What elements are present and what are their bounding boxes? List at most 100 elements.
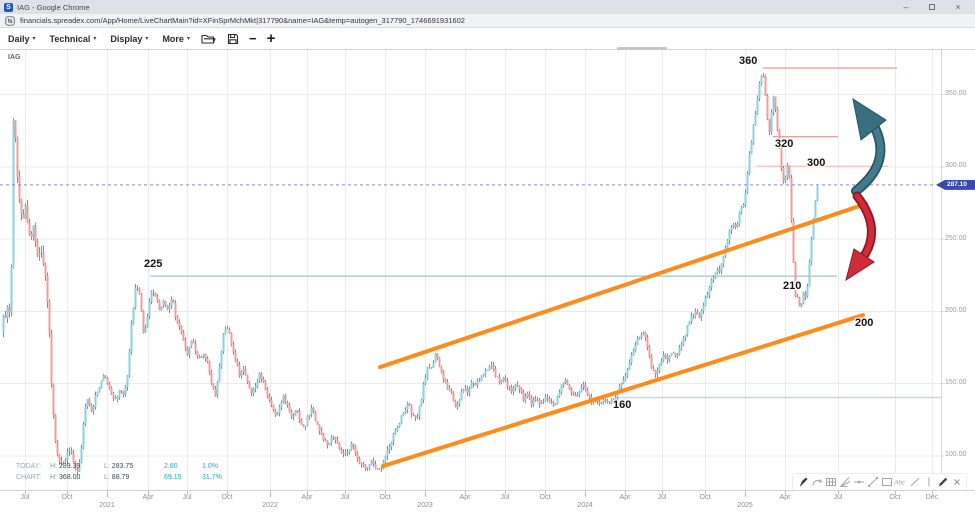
redo-arrow-icon[interactable] [810,475,823,489]
date-axis-tick [705,491,706,495]
url-text[interactable]: financials.spreadex.com/App/Home/LiveCha… [20,16,465,25]
date-axis-tick [385,491,386,495]
level-annotation-200: 200 [855,317,874,329]
zoom-in-button[interactable]: + [266,29,276,47]
date-axis-tick [148,491,149,495]
date-axis-tick [505,491,506,495]
date-axis-tick [307,491,308,495]
chart-label: CHART: [16,473,42,481]
today-low-value: 283.75 [111,463,134,470]
chart-low-value: 88.79 [111,473,130,481]
menu-daily[interactable]: Daily ▾ [8,34,36,44]
date-axis-label: Jul [20,494,30,501]
candlestick-chart[interactable] [0,50,975,490]
date-axis-label: Jul [833,494,843,501]
menu-display[interactable]: Display ▾ [110,34,148,44]
date-axis-tick [67,491,68,495]
date-axis-label: Dec [925,494,939,501]
date-axis-year-label: 2021 [99,502,115,509]
close-button[interactable]: × [955,2,961,12]
date-axis-label: Oct [379,494,391,501]
trendline-icon[interactable] [866,475,879,489]
chevron-down-icon: ▾ [186,36,190,42]
text-icon[interactable]: Abc [894,475,907,489]
save-button[interactable] [227,33,239,45]
vertical-line-icon[interactable] [922,475,935,489]
chart-low-label: L: [104,473,110,481]
date-axis-tick [785,491,786,495]
chart-symbol-watermark: IAG [8,54,21,61]
drawing-toolbar: Abc [792,473,967,491]
today-stats-row: TODAY: H: 289.39 L: 283.75 2.80 1.0% [16,462,242,473]
window-titlebar: S IAG - Google Chrome – × [0,0,975,14]
date-axis-label: Apr [619,494,631,501]
date-axis: Jul Oct 2021 Apr Jul Oct 2022 Apr Jul Oct 2023 Apr J… [0,490,975,519]
date-axis-tick [227,491,228,495]
today-high-value: 289.39 [58,463,81,470]
date-axis-label: Oct [889,494,901,501]
date-axis-label: Apr [459,494,471,501]
chart-scrollbar-thumb[interactable] [617,47,667,50]
date-axis-label: Jul [340,494,350,501]
date-axis-tick [585,491,586,497]
zoom-out-button[interactable]: − [248,30,257,46]
trend-angles-icon[interactable] [838,475,851,489]
diagonal-line-icon[interactable] [908,475,921,489]
menu-label: Daily [8,33,30,44]
date-axis-tick [745,491,746,497]
pencil-icon[interactable] [936,475,949,489]
date-axis-year-label: 2024 [577,502,593,509]
pointer-pen-icon[interactable] [796,475,809,489]
address-bar[interactable]: financials.spreadex.com/App/Home/LiveCha… [0,14,975,28]
today-high-label: H: [50,463,57,470]
date-axis-label: Oct [61,494,73,501]
date-axis-label: Apr [301,494,313,501]
date-axis-tick [932,491,933,495]
price-axis-label: 300.00 [945,162,967,170]
level-annotation-225: 225 [144,258,163,270]
chart-high-value: 368.00 [58,473,81,481]
chart-stats-row: CHART: H: 368.00 L: 88.79 69.15 31.7% [16,473,242,484]
chart-change-pct: 31.7% [202,473,222,481]
chevron-down-icon: ▾ [93,36,97,42]
date-axis-label: Jul [500,494,510,501]
horizontal-line-icon[interactable] [852,475,865,489]
grid-icon[interactable] [824,475,837,489]
chart-area[interactable]: IAG 360 320 300 225 210 200 160 350.00 300.00 25… [0,50,975,491]
spreadex-logo-icon: S [4,2,13,12]
date-axis-tick [187,491,188,495]
date-axis-label: Apr [779,494,791,501]
date-axis-label: Jul [657,494,667,501]
date-axis-label: Jul [182,494,192,501]
open-folder-icon [201,34,216,44]
price-axis-label: 350.00 [945,90,967,97]
level-annotation-300: 300 [807,157,826,169]
date-axis-label: Oct [699,494,711,501]
date-axis-tick [270,491,271,497]
menu-label: Display [110,33,143,44]
today-low-label: L: [104,463,110,470]
close-icon[interactable] [950,475,963,489]
minimize-button[interactable]: – [903,2,909,12]
menu-technical[interactable]: Technical ▾ [50,34,97,44]
rectangle-icon[interactable] [880,475,893,489]
today-change-value: 2.80 [164,463,178,470]
menu-more[interactable]: More ▾ [162,34,190,44]
chevron-down-icon: ▾ [145,36,149,42]
save-icon [227,33,239,44]
date-axis-tick [625,491,626,495]
price-axis-label: 150.00 [945,379,967,386]
date-axis-tick [107,491,108,497]
date-axis-tick [662,491,663,495]
tab-switch-icon[interactable] [5,15,15,26]
date-axis-label: Oct [539,494,551,501]
open-folder-button[interactable] [201,33,216,45]
price-stats: TODAY: H: 289.39 L: 283.75 2.80 1.0% CHART: H… [16,462,242,483]
date-axis-label: Apr [142,494,154,501]
date-axis-tick [345,491,346,495]
level-annotation-160: 160 [613,399,632,411]
maximize-button[interactable] [919,0,945,14]
today-label: TODAY: [16,463,42,470]
current-price-badge: 287.10 [936,179,975,190]
